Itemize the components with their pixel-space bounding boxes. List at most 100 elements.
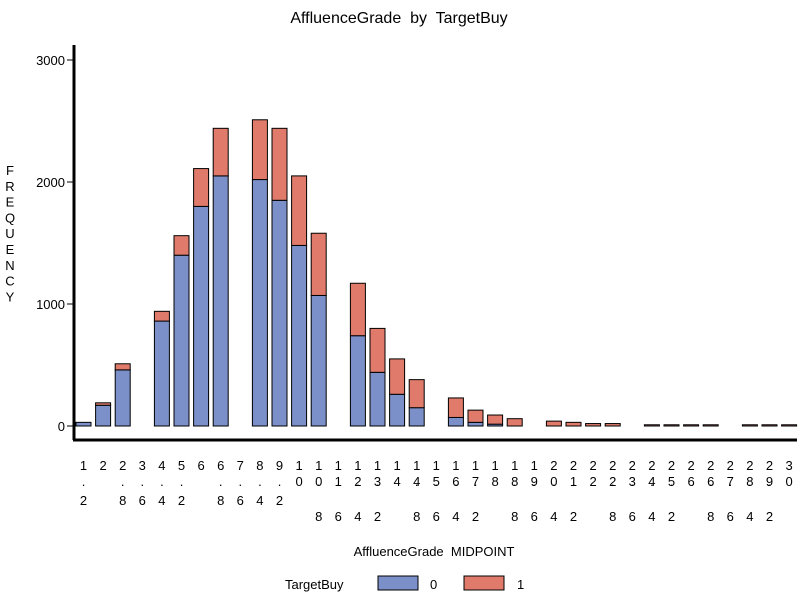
bar-targetbuy-1 [565, 421, 582, 427]
x-tick-label-part: 6 [707, 474, 714, 489]
x-tick-label: 22.8 [609, 458, 616, 524]
legend-swatch-0 [377, 575, 419, 591]
legend-swatch-1 [463, 575, 505, 591]
x-tick-label: 6 [197, 458, 204, 473]
y-tick-label: 3000 [36, 53, 65, 68]
x-tick-label-decimal: 2 [570, 509, 577, 524]
x-tick-label-decimal: 4 [354, 509, 361, 524]
x-tick-label-part: 3 [785, 458, 792, 473]
x-tick-label-decimal: 8 [217, 493, 224, 508]
x-tick-label-part: 9 [531, 474, 538, 489]
x-tick-label-decimal: 4 [256, 493, 263, 508]
x-tick-label-decimal: 4 [550, 509, 557, 524]
x-tick-label-part: 2 [589, 474, 596, 489]
x-tick-label-decimal: 4 [648, 509, 655, 524]
x-tick-label-dot: . [356, 474, 360, 489]
x-tick-label-part: 2 [766, 458, 773, 473]
x-tick-label-part: 7 [727, 474, 734, 489]
x-tick-label-decimal: 6 [139, 493, 146, 508]
x-tick-label: 26 [687, 458, 694, 489]
x-tick-label-part: 2 [354, 474, 361, 489]
x-tick-label-part: 2 [668, 458, 675, 473]
bar-targetbuy-1 [585, 423, 602, 427]
x-tick-label-decimal: 2 [668, 509, 675, 524]
x-tick-label: 30 [785, 458, 792, 489]
x-tick-label-part: 1 [511, 458, 518, 473]
x-tick-label-decimal: 2 [80, 493, 87, 508]
x-tick-label-decimal: 4 [452, 509, 459, 524]
x-tick-label-part: 0 [550, 474, 557, 489]
bar-targetbuy-1 [408, 379, 425, 409]
x-tick-label-dot: . [238, 474, 242, 489]
x-tick-label-part: 2 [119, 458, 126, 473]
bar-targetbuy-1 [193, 168, 210, 207]
x-tick-label-decimal: 8 [119, 493, 126, 508]
x-tick-label-decimal: 8 [511, 509, 518, 524]
x-tick-label-decimal: 8 [707, 509, 714, 524]
bar-targetbuy-0 [75, 421, 92, 427]
x-tick-label: 14 [393, 458, 400, 489]
x-tick-label-dot: . [258, 474, 262, 489]
bar-targetbuy-1 [487, 414, 504, 425]
x-tick-label-dot: . [415, 474, 419, 489]
x-tick-label-decimal: 2 [472, 509, 479, 524]
bar-targetbuy-0 [212, 175, 229, 427]
x-tick-label-dot: . [317, 474, 321, 489]
x-tick-label-part: 2 [746, 458, 753, 473]
x-tick-label: 20.4 [550, 458, 557, 524]
x-tick-label: 19.6 [531, 458, 538, 524]
x-tick-label-part: 1 [80, 458, 87, 473]
bar-targetbuy-1 [369, 327, 386, 373]
bar-targetbuy-1 [506, 418, 523, 427]
bar-targetbuy-0 [271, 199, 288, 427]
x-tick-label: 13.2 [374, 458, 381, 524]
x-tick-label-part: 2 [648, 458, 655, 473]
x-tick-label-decimal: 6 [237, 493, 244, 508]
bar-targetbuy-0 [467, 421, 484, 427]
x-tick-label-part: 1 [354, 458, 361, 473]
bar-targetbuy-0 [408, 407, 425, 427]
x-tick-label: 3.6 [139, 458, 146, 508]
x-tick-label-dot: . [278, 474, 282, 489]
bar-targetbuy-1 [389, 358, 406, 395]
x-tick-label: 8.4 [256, 458, 263, 508]
x-tick-label-part: 0 [295, 474, 302, 489]
y-axis-label-char: F [6, 163, 14, 178]
x-tick-label-part: 1 [335, 474, 342, 489]
y-axis-label-char: Y [6, 289, 15, 304]
x-tick-label-part: 5 [433, 474, 440, 489]
x-tick-label-dot: . [140, 474, 144, 489]
x-tick-label-decimal: 2 [374, 509, 381, 524]
x-tick-label: 26.8 [707, 458, 714, 524]
x-tick-label-dot: . [180, 474, 184, 489]
y-axis-label-char: R [5, 179, 14, 194]
x-tick-label: 12.4 [354, 458, 361, 524]
x-tick-label-dot: . [709, 474, 713, 489]
x-tick-label-part: 2 [589, 458, 596, 473]
bar-targetbuy-0 [173, 254, 190, 427]
x-tick-label-dot: . [219, 474, 223, 489]
bar-targetbuy-1 [545, 420, 562, 427]
x-tick-label-part: 2 [727, 458, 734, 473]
x-tick-label: 24.4 [648, 458, 655, 524]
bar-targetbuy-0 [251, 179, 268, 427]
bar-targetbuy-1 [643, 424, 660, 427]
x-tick-label: 5.2 [178, 458, 185, 508]
x-tick-label: 22 [589, 458, 596, 489]
bar-targetbuy-1 [173, 235, 190, 256]
bar-targetbuy-1 [447, 397, 464, 418]
x-tick-label: 16.4 [452, 458, 459, 524]
y-tick-label: 1000 [36, 297, 65, 312]
bar-targetbuy-1 [95, 402, 112, 406]
x-tick-label-part: 2 [629, 458, 636, 473]
x-tick-label-part: 1 [315, 458, 322, 473]
x-tick-label-dot: . [728, 474, 732, 489]
x-tick-label: 2 [99, 458, 106, 473]
x-tick-label-part: 8 [491, 474, 498, 489]
x-tick-label-dot: . [376, 474, 380, 489]
x-tick-label: 4.4 [158, 458, 165, 508]
x-tick-label-decimal: 6 [531, 509, 538, 524]
x-tick-label-decimal: 4 [746, 509, 753, 524]
x-tick-label-part: 1 [472, 458, 479, 473]
